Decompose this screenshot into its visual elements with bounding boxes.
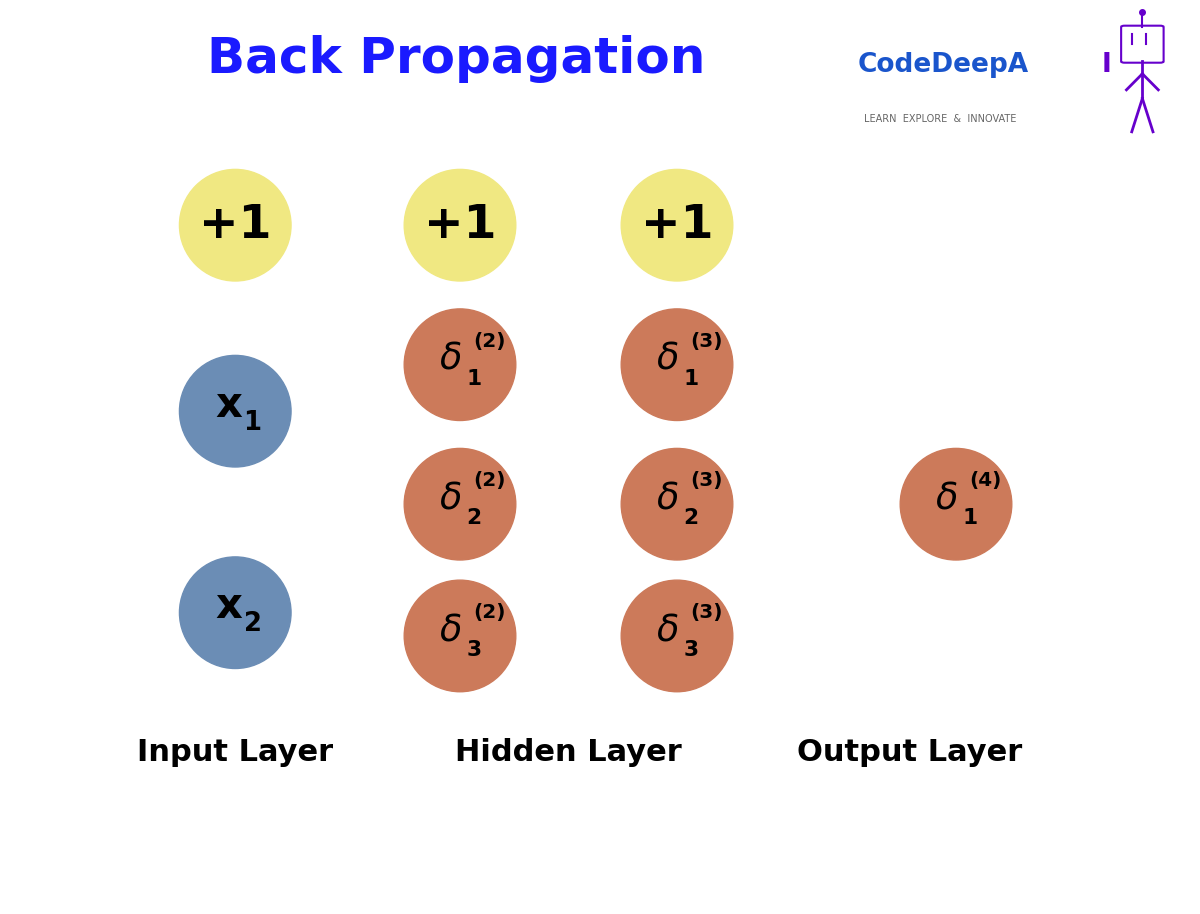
Text: Back Propagation: Back Propagation <box>206 36 706 83</box>
Text: $\delta$: $\delta$ <box>656 611 679 648</box>
Circle shape <box>622 309 733 420</box>
Text: $\mathbf{x}$: $\mathbf{x}$ <box>215 586 244 628</box>
Text: $\mathbf{1}$: $\mathbf{1}$ <box>244 409 262 436</box>
Text: (2): (2) <box>473 472 505 491</box>
Text: Hidden Layer: Hidden Layer <box>455 738 682 767</box>
Text: CodeDeepA: CodeDeepA <box>858 52 1028 79</box>
Circle shape <box>180 356 292 467</box>
Circle shape <box>900 449 1012 560</box>
Text: $\delta$: $\delta$ <box>656 480 679 516</box>
Text: LEARN  EXPLORE  &  INNOVATE: LEARN EXPLORE & INNOVATE <box>864 114 1016 124</box>
Text: $\mathbf{x}$: $\mathbf{x}$ <box>215 384 244 426</box>
Text: 1: 1 <box>467 368 481 388</box>
Circle shape <box>404 580 516 692</box>
Text: $\mathbf{2}$: $\mathbf{2}$ <box>244 611 262 637</box>
Text: I: I <box>1102 52 1111 79</box>
Text: +1: +1 <box>199 203 271 248</box>
Circle shape <box>180 169 292 281</box>
Text: $\delta$: $\delta$ <box>439 480 462 516</box>
Text: $\delta$: $\delta$ <box>935 480 958 516</box>
Text: $\delta$: $\delta$ <box>656 340 679 377</box>
Text: +1: +1 <box>424 203 497 248</box>
Circle shape <box>404 169 516 281</box>
Circle shape <box>404 449 516 560</box>
Text: Input Layer: Input Layer <box>137 738 334 767</box>
Circle shape <box>622 580 733 692</box>
Text: 3: 3 <box>467 640 481 660</box>
Circle shape <box>622 169 733 281</box>
Text: 3: 3 <box>683 640 698 660</box>
Circle shape <box>180 557 292 668</box>
Text: (2): (2) <box>473 603 505 622</box>
Circle shape <box>404 309 516 420</box>
Text: 2: 2 <box>683 508 698 528</box>
Text: 1: 1 <box>962 508 978 528</box>
Text: (3): (3) <box>690 332 722 351</box>
Text: (3): (3) <box>690 603 722 622</box>
Text: 2: 2 <box>467 508 481 528</box>
Text: (3): (3) <box>690 472 722 491</box>
Text: +1: +1 <box>641 203 713 248</box>
Text: (2): (2) <box>473 332 505 351</box>
Circle shape <box>622 449 733 560</box>
Text: 1: 1 <box>683 368 698 388</box>
Text: $\delta$: $\delta$ <box>439 340 462 377</box>
Text: Output Layer: Output Layer <box>797 738 1022 767</box>
Text: (4): (4) <box>970 472 1002 491</box>
Text: $\delta$: $\delta$ <box>439 611 462 648</box>
